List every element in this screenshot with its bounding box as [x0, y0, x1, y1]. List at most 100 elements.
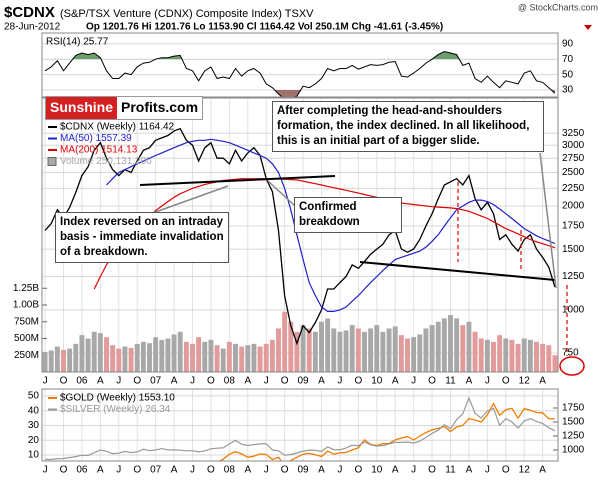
x-tick-label: A	[97, 465, 104, 476]
y-tick-label: 20	[28, 435, 40, 446]
x-tick-label: J	[485, 376, 490, 387]
volume-bar	[196, 337, 202, 372]
x-tick-label: O	[354, 465, 362, 476]
x-tick-label: 08	[224, 376, 236, 387]
legend-swatch	[47, 157, 57, 166]
x-tick-label: J	[411, 376, 416, 387]
source: @ StockCharts.com	[518, 2, 598, 12]
y-tick-label: 2750	[562, 153, 585, 164]
volume-bar	[165, 338, 171, 372]
x-tick-label: O	[60, 376, 68, 387]
x-tick-label: O	[354, 376, 362, 387]
volume-bar	[233, 343, 238, 372]
volume-bar	[79, 335, 85, 372]
x-tick-label: J	[116, 376, 121, 387]
x-tick-label: A	[539, 376, 546, 387]
volume-bar	[527, 339, 533, 372]
volume-bar	[73, 343, 79, 372]
series-line	[45, 396, 556, 461]
y-tick-label: 1750	[562, 403, 585, 414]
y-tick-label: 90	[562, 38, 574, 49]
x-tick-label: 10	[371, 465, 383, 476]
volume-bar	[147, 343, 152, 372]
x-tick-label: A	[466, 376, 473, 387]
legend-label: MA(200) 1514.13	[60, 145, 138, 156]
volume-bar	[220, 348, 226, 372]
pointer	[267, 180, 295, 206]
volume-bar	[294, 331, 300, 372]
annotation: Index reversed on an intraday basis - im…	[55, 212, 229, 263]
y-tick-label: 40	[28, 405, 40, 416]
y-tick-label: 2500	[562, 167, 585, 178]
volume-bar	[122, 346, 128, 372]
x-tick-label: J	[411, 465, 416, 476]
y-tick-label: 1000	[562, 305, 585, 316]
y-tick-label: 500M	[14, 333, 39, 344]
y-tick-label: 50	[28, 391, 40, 402]
x-tick-label: 08	[224, 465, 236, 476]
index-name: (S&P/TSX Venture (CDNX) Composite Index)…	[60, 8, 314, 20]
volume-bar	[245, 345, 251, 372]
volume-bar	[521, 338, 527, 372]
symbol: $CDNX	[4, 4, 55, 21]
y-tick-label: 2250	[562, 183, 585, 194]
y-tick-label: 3000	[562, 140, 585, 151]
y-tick-label: 2000	[562, 201, 585, 212]
volume-bar	[509, 339, 515, 372]
legend-label: Volume 250,131,200	[60, 156, 152, 167]
y-tick-label: 1.00B	[13, 300, 39, 311]
series-line	[93, 178, 556, 290]
trendline	[139, 175, 336, 186]
pointer	[539, 152, 557, 289]
volume-bar	[534, 341, 539, 372]
volume-bar	[380, 331, 386, 372]
legend-label: MA(50) 1557.39	[60, 133, 132, 144]
series-line	[217, 402, 555, 461]
x-tick-label: 11	[445, 376, 456, 387]
volume-bar	[42, 351, 48, 372]
x-tick-label: O	[428, 465, 436, 476]
volume-bar	[337, 331, 343, 372]
volume-bar	[368, 328, 374, 372]
x-tick-label: O	[207, 465, 215, 476]
volume-bar	[552, 355, 558, 372]
y-tick-label: 750	[562, 348, 579, 359]
volume-bar	[269, 339, 275, 372]
volume-bar	[91, 331, 97, 372]
x-tick-label: O	[281, 465, 289, 476]
volume-bar	[288, 321, 294, 372]
volume-bar	[208, 339, 214, 372]
x-tick-label: 09	[298, 376, 310, 387]
x-tick-label: 12	[519, 465, 531, 476]
volume-bar	[282, 311, 288, 372]
y-tick-label: 250M	[14, 350, 39, 361]
volume-bar	[48, 350, 54, 372]
volume-bar	[67, 348, 73, 372]
volume-bar	[153, 337, 159, 372]
down-icon	[584, 25, 592, 30]
x-tick-label: 06	[76, 376, 88, 387]
volume-bar	[417, 334, 423, 372]
rsi-line	[44, 50, 556, 97]
volume-bar	[300, 325, 306, 372]
x-tick-label: A	[466, 465, 473, 476]
volume-bar	[97, 333, 103, 372]
volume-bar	[257, 346, 263, 372]
x-tick-label: 06	[76, 465, 88, 476]
pointer	[149, 185, 229, 215]
volume-bar	[239, 346, 245, 372]
volume-bar	[546, 345, 552, 372]
x-tick-label: J	[116, 465, 121, 476]
x-tick-label: A	[318, 376, 325, 387]
x-tick-label: O	[428, 376, 436, 387]
quote: Op 1201.76 Hi 1201.76 Lo 1153.90 Cl 1164…	[86, 22, 443, 33]
volume-bar	[226, 341, 232, 372]
volume-bar	[466, 321, 472, 372]
volume-bar	[460, 325, 466, 372]
volume-bar	[263, 343, 269, 372]
target-circle	[559, 356, 585, 376]
volume-bar	[116, 348, 122, 372]
x-tick-label: J	[264, 376, 269, 387]
y-tick-label: 1500	[562, 417, 585, 428]
x-tick-label: A	[244, 376, 251, 387]
